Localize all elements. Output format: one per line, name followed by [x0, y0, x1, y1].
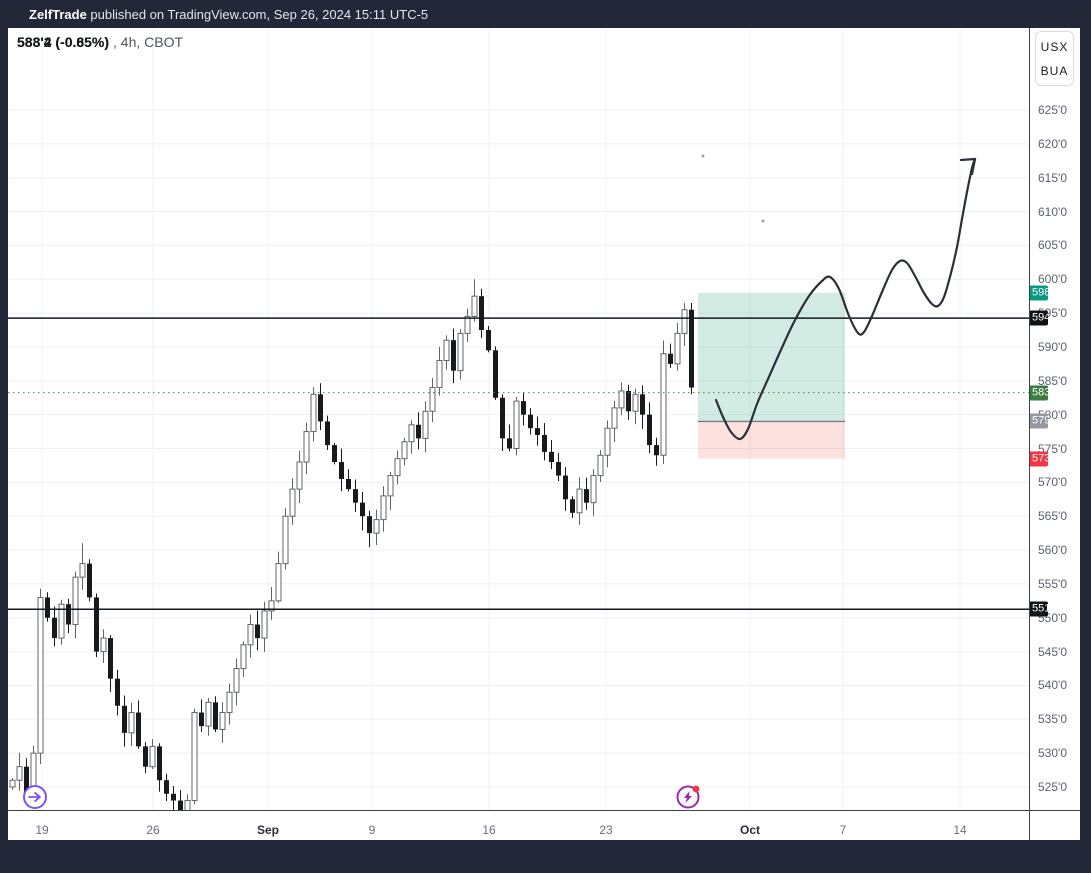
line-price-badge: 594'2 [1029, 310, 1048, 326]
time-tick-label: 16 [482, 823, 496, 837]
chart-card: 588'4 (-0.85%) 583'2 (-0.65%) , 4h, CBOT… [8, 28, 1080, 840]
time-tick-label: 23 [599, 823, 613, 837]
time-tick-label: Oct [739, 823, 761, 837]
price-unit-toggle[interactable]: USX BUA [1035, 31, 1074, 86]
axis-separator-vertical [1029, 28, 1030, 840]
legend-interval-exchange: , 4h, CBOT [113, 34, 184, 50]
price-tick-label: 585'0 [1038, 373, 1067, 388]
price-tick-label: 545'0 [1038, 644, 1067, 659]
unit-usx-button[interactable]: USX [1040, 40, 1069, 54]
time-tick-label: 14 [953, 823, 967, 837]
publish-header: ZelfTrade published on TradingView.com, … [29, 7, 428, 27]
author-name: ZelfTrade [29, 7, 87, 22]
price-tick-label: 560'0 [1038, 543, 1067, 558]
price-tick-label: 625'0 [1038, 103, 1067, 117]
price-tick-label: 525'0 [1038, 780, 1067, 794]
target-price-badge: 598'0 [1029, 285, 1048, 301]
unit-bua-button[interactable]: BUA [1040, 64, 1069, 78]
price-tick-label: 555'0 [1038, 576, 1067, 591]
horizontal-line-drawings[interactable] [8, 317, 1029, 611]
price-tick-label: 540'0 [1038, 678, 1067, 693]
price-tick-label: 600'0 [1038, 272, 1067, 287]
price-tick-label: 605'0 [1038, 238, 1067, 253]
footer-bar: TradingView [0, 840, 1091, 873]
price-tick-label: 590'0 [1038, 339, 1067, 354]
legend-price-a: 588'4 (-0.85%) [17, 34, 110, 50]
time-tick-label: 19 [35, 823, 49, 837]
stop-price-badge: 573'4 [1029, 451, 1048, 467]
time-tick-label: 9 [368, 823, 376, 837]
legend-price-b: 583'2 (-0.65%) [17, 34, 110, 50]
goto-realtime-button[interactable] [23, 785, 47, 809]
line-price-badge: 551'2 [1029, 601, 1048, 617]
price-tick-label: 570'0 [1038, 475, 1067, 490]
chart-plot-area[interactable] [8, 28, 1029, 810]
magic-lightning-button[interactable] [676, 785, 700, 809]
price-tick-label: 530'0 [1038, 746, 1067, 761]
gridlines [8, 28, 1029, 810]
publish-info: published on TradingView.com, Sep 26, 20… [86, 7, 429, 22]
price-tick-label: 565'0 [1038, 509, 1067, 524]
projection-arrow-drawing[interactable] [714, 157, 977, 441]
time-tick-label: 7 [839, 823, 847, 837]
price-tick-label: 610'0 [1038, 204, 1067, 219]
time-tick-label: Sep [256, 823, 280, 837]
long-position-tool[interactable] [698, 292, 845, 459]
price-tick-label: 535'0 [1038, 712, 1067, 727]
price-tick-label: 620'0 [1038, 136, 1067, 151]
last-price-badge: 583'2 [1029, 385, 1048, 401]
drawing-anchor-dot [701, 154, 705, 158]
drawing-anchor-dot [761, 219, 765, 223]
time-tick-label: 26 [146, 823, 160, 837]
price-tick-label: 615'0 [1038, 170, 1067, 185]
candlestick-series [9, 279, 694, 810]
entry-price-badge: 579'0 [1029, 413, 1048, 429]
axis-separator-horizontal [8, 810, 1080, 811]
